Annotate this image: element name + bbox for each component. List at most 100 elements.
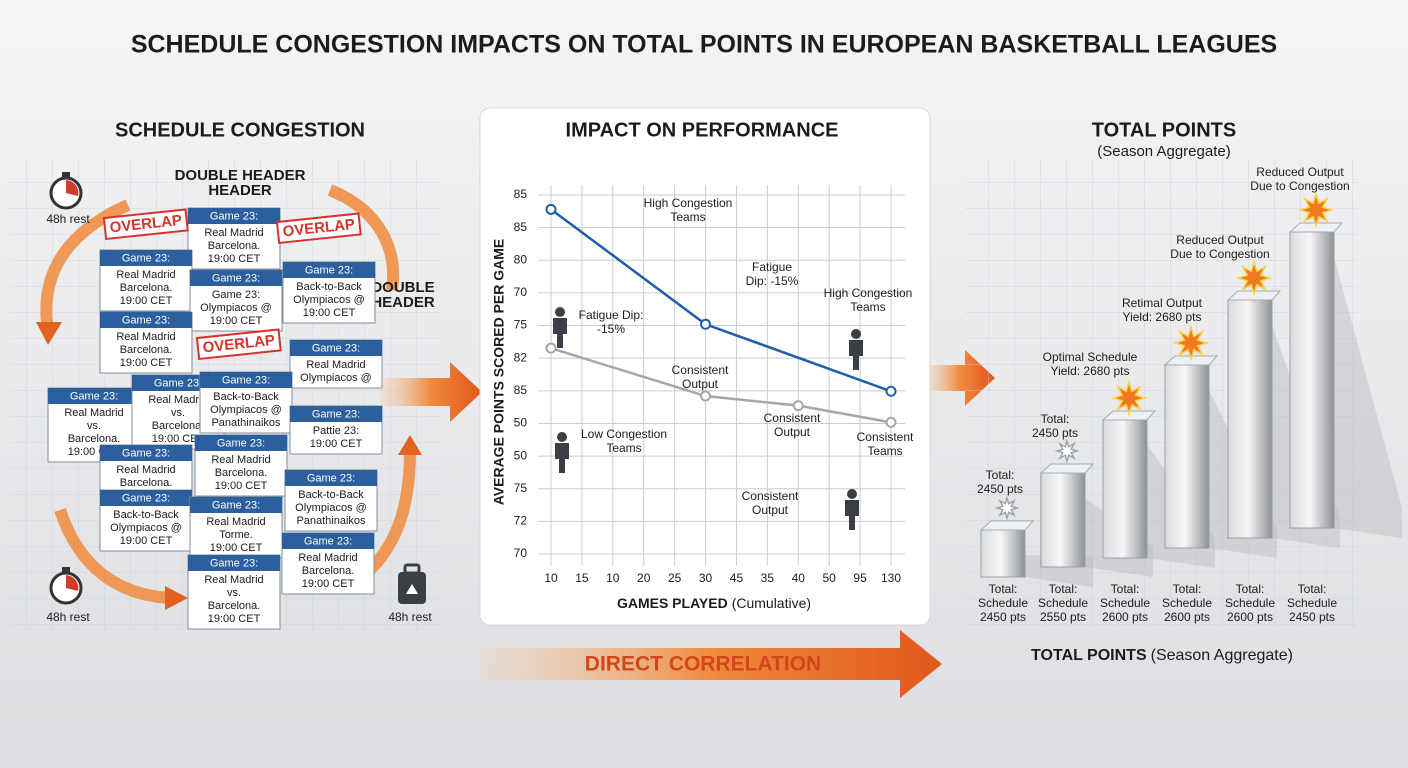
y-tick-label: 85 (514, 187, 528, 201)
bar-label: Total: (989, 582, 1018, 596)
card-line: vs. (227, 587, 241, 599)
totals-annotation: Total: (986, 468, 1015, 482)
card-line: Barcelona. (120, 282, 173, 294)
card-line: Panathinaikos (296, 515, 366, 527)
stopwatch-icon (49, 567, 83, 605)
card-line: Olympiacos @ (200, 302, 272, 314)
performance-card (479, 107, 931, 626)
totals-annotation: Retimal Output (1122, 296, 1203, 310)
x-tick-label: 45 (730, 571, 744, 585)
card-header (200, 372, 292, 388)
y-tick-label: 82 (514, 350, 528, 364)
card-line: 19:00 CET (120, 357, 173, 369)
bar-3d (980, 529, 1026, 578)
bar-label: 2600 pts (1102, 610, 1148, 624)
x-tick-label: 10 (606, 571, 620, 585)
y-tick-label: 70 (514, 546, 528, 560)
x-axis-title: GAMES PLAYED (Cumulative) (617, 595, 811, 611)
correlation-label: DIRECT CORRELATION (585, 653, 821, 676)
correlation-arrow (480, 630, 942, 698)
y-tick-label: 72 (514, 514, 528, 528)
bar-label: Total: (1111, 582, 1140, 596)
chart-title: IMPACT ON PERFORMANCE (566, 119, 839, 141)
card-header (190, 270, 282, 286)
bar-label: 2600 pts (1227, 610, 1273, 624)
y-tick-label: 85 (514, 220, 528, 234)
card-header (48, 388, 140, 404)
card-line: Real Madrid (64, 407, 123, 419)
totals-footer-main: TOTAL POINTS (1031, 647, 1147, 664)
card-line: Real Madrid (116, 331, 175, 343)
player-body (849, 340, 863, 370)
flow-arrow (380, 362, 482, 422)
card-header-text: Game 23: (305, 264, 353, 276)
series-line (550, 346, 892, 424)
card-line: 19:00 CET (120, 535, 173, 547)
card-line: Olympiacos @ (295, 502, 367, 514)
chart-annotation: High Congestion (644, 196, 733, 210)
card-line: 19:00 CET (303, 307, 356, 319)
card-header-text: Game 23: (212, 499, 260, 511)
card-header (290, 340, 382, 356)
x-tick-label: 15 (575, 571, 589, 585)
burst-icon (994, 495, 1020, 521)
bar-label: 2450 pts (1289, 610, 1335, 624)
cycle-arrow (327, 184, 399, 291)
chart-annotation: Teams (867, 444, 902, 458)
totals-annotation: Reduced Output (1256, 165, 1344, 179)
player-icon (845, 489, 859, 530)
card-line: Real Madrid (204, 227, 263, 239)
bar-3d (1227, 299, 1273, 539)
totals-footer: TOTAL POINTS (Season Aggregate) (1031, 647, 1293, 664)
card-header-text: Game 23: (217, 437, 265, 449)
card-line: Real Madrid (116, 269, 175, 281)
chart-annotation: Output (682, 377, 719, 391)
series-point (545, 203, 557, 215)
player-icon (849, 329, 863, 370)
bar-label: Schedule (1038, 596, 1088, 610)
card-line: 19:00 CET (215, 480, 268, 492)
bar-3d (1164, 364, 1210, 549)
totals-footer-note: (Season Aggregate) (1151, 647, 1293, 664)
chart-annotation: Low Congestion (581, 427, 667, 441)
bar-3d (1040, 472, 1086, 568)
card-header (100, 490, 192, 506)
card-header (290, 406, 382, 422)
x-tick-label: 10 (544, 571, 558, 585)
chart-annotation: Fatigue (752, 260, 792, 274)
cycle-arrow-head (165, 586, 188, 610)
card-line: Olympiacos @ (110, 522, 182, 534)
x-tick-label: 20 (637, 571, 651, 585)
card-line: Olympiacos @ (210, 404, 282, 416)
card-line: Back-to-Back (113, 509, 179, 521)
player-head (851, 329, 861, 339)
x-axis-title-main: GAMES PLAYED (617, 595, 728, 611)
y-axis-title: AVERAGE POINTS SCORED PER GAME (491, 239, 507, 506)
player-head (557, 432, 567, 442)
card-line: 19:00 CET (210, 315, 263, 327)
card-line: 19:00 CET (120, 295, 173, 307)
x-tick-label: 95 (853, 571, 867, 585)
card-header-text: Game 23: (210, 210, 258, 222)
totals-annotation: 2450 pts (977, 482, 1023, 496)
card-line: Real Madrid (206, 516, 265, 528)
cycle-arrow-head (398, 435, 422, 455)
rest-label: 48h rest (388, 610, 432, 624)
burst-icon (1110, 379, 1148, 417)
bar-top (979, 520, 1035, 531)
overlap-box (275, 212, 362, 245)
totals-annotation: Yield: 2680 pts (1123, 310, 1202, 324)
card-header-text: Game 23: (312, 342, 360, 354)
card-header-text: Game 23: (122, 492, 170, 504)
totals-annotation: Optimal Schedule (1043, 350, 1138, 364)
luggage-icon (398, 563, 426, 604)
bar-3d (1289, 231, 1335, 529)
burst-icon (1172, 324, 1210, 362)
y-tick-label: 75 (514, 481, 528, 495)
chart-annotation: Consistent (764, 411, 821, 425)
bar-label: Schedule (1287, 596, 1337, 610)
bar-label: 2550 pts (1040, 610, 1086, 624)
bar-label: Total: (1298, 582, 1327, 596)
card-header-text: Game 23: (312, 408, 360, 420)
bar-label: Schedule (978, 596, 1028, 610)
